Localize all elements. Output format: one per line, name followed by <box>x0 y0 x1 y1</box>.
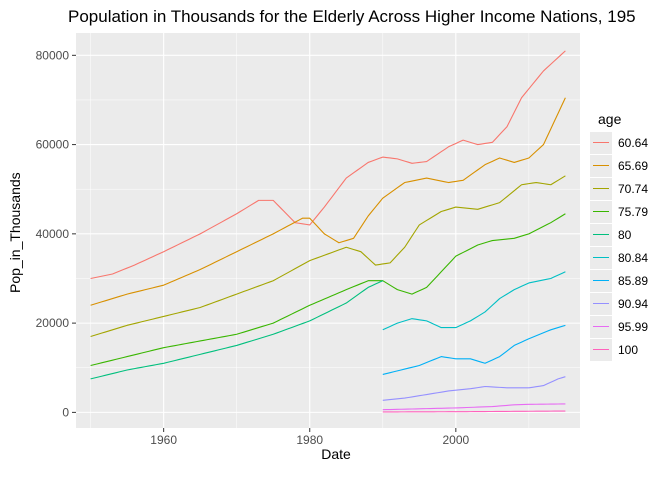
legend-item: 80 <box>590 224 670 246</box>
legend-title: age <box>598 111 622 127</box>
legend-label: 90.94 <box>618 297 649 311</box>
series-line-85-89 <box>382 324 566 375</box>
series-line-80-84 <box>382 271 566 331</box>
legend-key <box>590 293 612 315</box>
legend-key <box>590 132 612 154</box>
series-line-65-69 <box>90 97 566 306</box>
x-axis-label: Date <box>321 446 351 462</box>
legend-key <box>590 224 612 246</box>
legend-item: 95.99 <box>590 316 670 338</box>
legend-label: 70.74 <box>618 182 649 196</box>
y-tick-label: 80000 <box>36 48 70 62</box>
legend-key <box>590 316 612 338</box>
legend-item: 60.64 <box>590 132 670 154</box>
series-line-100 <box>382 410 566 413</box>
legend-key <box>590 155 612 177</box>
series-line-70-74 <box>90 175 566 338</box>
legend-item: 100 <box>590 339 670 361</box>
legend-key <box>590 270 612 292</box>
y-tick-label: 0 <box>62 405 69 419</box>
legend-key <box>590 247 612 269</box>
legend-label: 80.84 <box>618 251 649 265</box>
series-line-60-64 <box>90 50 566 280</box>
y-tick-label: 20000 <box>36 316 70 330</box>
legend-label: 100 <box>618 343 639 357</box>
legend-label: 60.64 <box>618 136 649 150</box>
legend-label: 85.89 <box>618 274 649 288</box>
legend-item: 80.84 <box>590 247 670 269</box>
legend-label: 80 <box>618 228 632 242</box>
x-tick-label: 1960 <box>150 433 177 447</box>
legend-label: 95.99 <box>618 320 649 334</box>
series-line-75-79 <box>90 213 566 367</box>
legend-item: 90.94 <box>590 293 670 315</box>
y-tick-label: 40000 <box>36 227 70 241</box>
y-axis-label: Pop_in_Thousands <box>7 172 23 293</box>
legend-item: 70.74 <box>590 178 670 200</box>
x-tick-label: 2000 <box>442 433 469 447</box>
x-tick-label: 1980 <box>296 433 323 447</box>
legend-key <box>590 178 612 200</box>
legend-item: 85.89 <box>590 270 670 292</box>
legend-item: 75.79 <box>590 201 670 223</box>
legend-label: 65.69 <box>618 159 649 173</box>
legend-key <box>590 339 612 361</box>
plot-panel <box>76 33 580 428</box>
y-tick-label: 60000 <box>36 138 70 152</box>
series-line-95-99 <box>382 403 566 411</box>
chart-title: Population in Thousands for the Elderly … <box>68 7 636 26</box>
legend-label: 75.79 <box>618 205 649 219</box>
series-line-90-94 <box>382 376 566 401</box>
legend-item: 65.69 <box>590 155 670 177</box>
series-line-80 <box>90 280 384 380</box>
legend-key <box>590 201 612 223</box>
